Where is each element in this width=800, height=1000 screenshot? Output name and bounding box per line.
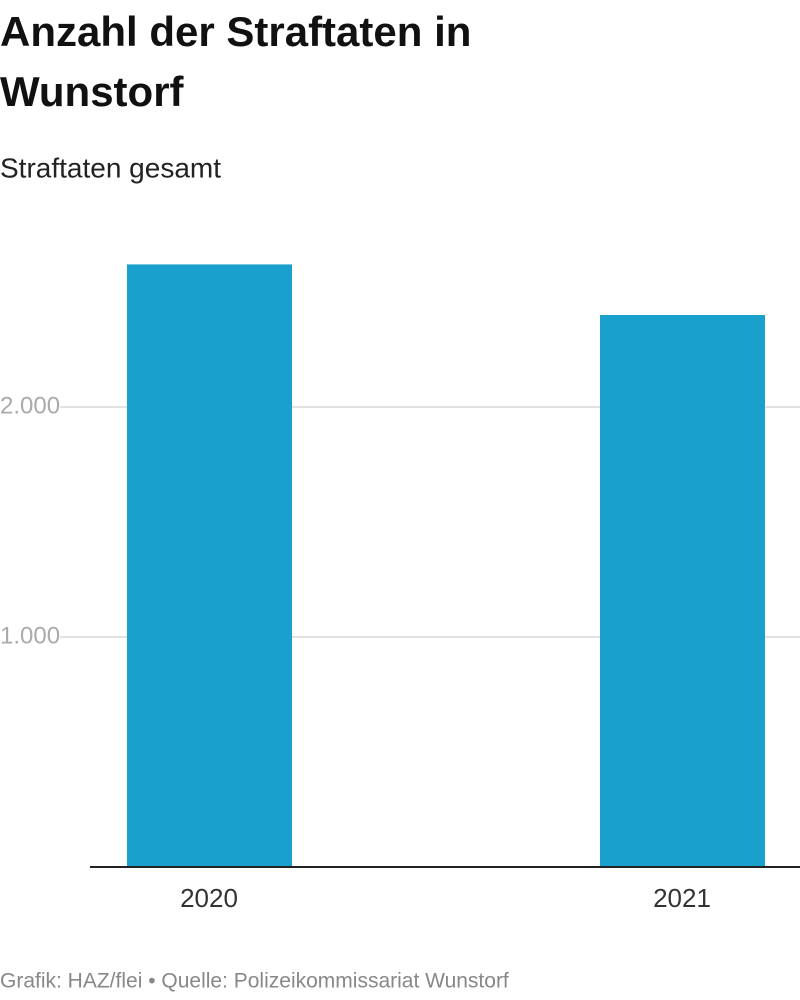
y-tick-label: 1.000 bbox=[0, 622, 60, 649]
x-tick-label: 2020 bbox=[180, 883, 238, 913]
chart-title: Anzahl der Straftaten in bbox=[0, 8, 471, 55]
chart-subtitle: Straftaten gesamt bbox=[0, 152, 221, 183]
chart-title: Wunstorf bbox=[0, 68, 185, 115]
footer: Grafik: HAZ/flei • Quelle: Polizeikommis… bbox=[0, 970, 509, 993]
bar bbox=[600, 315, 765, 867]
y-tick-label: 2.000 bbox=[0, 392, 60, 419]
bar bbox=[127, 264, 292, 867]
x-tick-label: 2021 bbox=[653, 883, 711, 913]
